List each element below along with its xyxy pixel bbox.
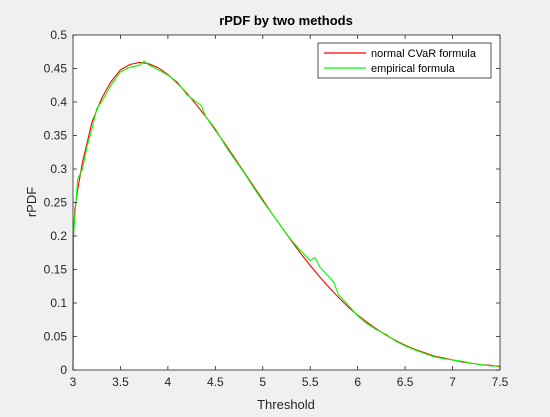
y-axis-label: rPDF <box>24 187 39 217</box>
x-tick-label: 4 <box>165 375 172 389</box>
x-tick-label: 7.5 <box>492 375 509 389</box>
x-tick-label: 5.5 <box>302 375 319 389</box>
legend-label-empirical: empirical formula <box>371 63 456 75</box>
legend-label-normal-cvar: normal CVaR formula <box>371 48 477 60</box>
plot-area <box>73 35 500 370</box>
x-tick-label: 6 <box>354 375 361 389</box>
x-tick-label: 3 <box>70 375 77 389</box>
x-tick-label: 5 <box>259 375 266 389</box>
y-tick-label: 0.1 <box>50 296 67 310</box>
x-axis-label: Threshold <box>257 397 315 412</box>
x-tick-label: 6.5 <box>397 375 414 389</box>
y-tick-label: 0.15 <box>44 263 68 277</box>
y-tick-label: 0.4 <box>50 95 67 109</box>
x-tick-label: 4.5 <box>207 375 224 389</box>
y-tick-label: 0.35 <box>44 129 68 143</box>
y-tick-label: 0.25 <box>44 196 68 210</box>
y-tick-label: 0.2 <box>50 229 67 243</box>
chart-title: rPDF by two methods <box>219 13 353 28</box>
y-tick-label: 0.45 <box>44 62 68 76</box>
series-line-1 <box>72 60 500 371</box>
ticks-layer: 3 3.5 4 4.5 5 5.5 6 6.5 7 7.5 0 0.05 0.1 0.15 0.2 0.25 0… <box>44 28 509 389</box>
x-tick-label: 3.5 <box>112 375 129 389</box>
y-tick-label: 0.3 <box>50 162 67 176</box>
y-tick-label: 0.05 <box>44 330 68 344</box>
y-tick-label: 0 <box>60 363 67 377</box>
y-tick-label: 0.5 <box>50 28 67 42</box>
series-layer <box>72 60 501 371</box>
legend: normal CVaR formula empirical formula <box>317 42 492 79</box>
x-tick-label: 7 <box>449 375 456 389</box>
legend-box <box>317 42 492 79</box>
